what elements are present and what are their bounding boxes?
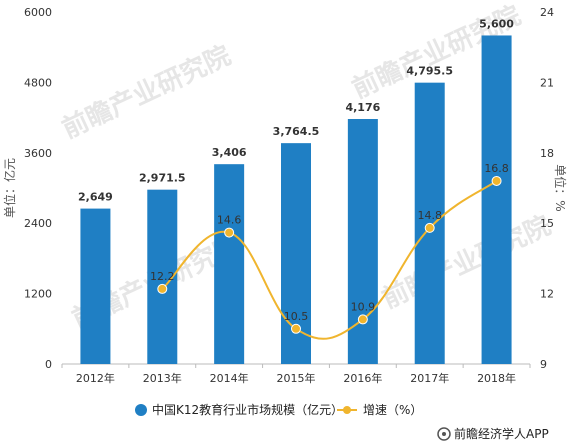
legend: 中国K12教育行业市场规模（亿元） 增速（%） xyxy=(135,402,422,417)
bar-value-label: 5,600 xyxy=(479,17,514,30)
growth-point xyxy=(291,323,301,334)
growth-value-label: 14.6 xyxy=(217,214,242,227)
bar-value-label: 3,406 xyxy=(212,146,247,159)
bar xyxy=(481,35,512,364)
growth-value-label: 14.8 xyxy=(417,209,442,222)
bar-value-label: 3,764.5 xyxy=(273,125,320,138)
bar-value-label: 4,795.5 xyxy=(406,65,453,78)
bar-series xyxy=(80,35,512,365)
x-tick-label: 2014年 xyxy=(210,371,249,385)
growth-value-label: 10.9 xyxy=(351,300,376,313)
x-tick-label: 2018年 xyxy=(477,371,516,385)
growth-line xyxy=(161,180,498,340)
y-right-tick-label: 21 xyxy=(540,76,554,89)
data-labels: 2,649 2,971.5 3,406 3,764.5 4,176 4,795.5 5,60… xyxy=(78,17,514,322)
growth-value-label: 10.5 xyxy=(284,310,309,323)
legend-line-dot xyxy=(343,406,351,414)
growth-point xyxy=(157,283,168,294)
legend-bar-marker xyxy=(135,404,147,416)
y-axis-right-title: 单位：% xyxy=(553,164,568,211)
source-logo-icon xyxy=(437,427,451,441)
growth-point xyxy=(491,175,502,186)
y-right-tick-label: 12 xyxy=(540,288,554,301)
x-tick-label: 2013年 xyxy=(143,371,182,385)
y-right-tick-label: 24 xyxy=(540,6,554,19)
legend-line-label: 增速（%） xyxy=(363,403,422,417)
bar-value-label: 2,971.5 xyxy=(139,172,186,185)
y-right-tick-label: 18 xyxy=(540,147,554,160)
x-tick-label: 2015年 xyxy=(277,371,316,385)
legend-bar-label: 中国K12教育行业市场规模（亿元） xyxy=(152,402,343,417)
y-left-tick-label: 0 xyxy=(45,358,52,371)
growth-point xyxy=(357,314,368,325)
y-right-tick-label: 9 xyxy=(540,358,547,371)
y-left-tick-label: 1200 xyxy=(24,288,52,301)
watermark-text: 前瞻产业研究院 xyxy=(57,40,235,145)
y-left-tick-label: 2400 xyxy=(24,217,52,230)
y-axis-left-title: 单位：亿元 xyxy=(2,158,17,218)
x-tick-label: 2012年 xyxy=(76,371,115,385)
growth-point xyxy=(224,227,235,238)
bar-value-label: 4,176 xyxy=(345,101,380,114)
source-text: 前瞻经济学人APP xyxy=(454,426,549,441)
source-logo-dot xyxy=(442,432,446,436)
bar-value-label: 2,649 xyxy=(78,191,113,204)
bar xyxy=(214,164,245,364)
x-tick-label: 2016年 xyxy=(343,371,382,385)
y-left-tick-label: 3600 xyxy=(24,147,52,160)
y-left-tick-label: 6000 xyxy=(24,6,52,19)
growth-value-label: 16.8 xyxy=(484,162,509,175)
bar xyxy=(80,208,111,364)
growth-point xyxy=(424,222,435,233)
x-tick-label: 2017年 xyxy=(410,371,449,385)
y-left-tick-label: 4800 xyxy=(24,76,52,89)
y-right-tick-label: 15 xyxy=(540,217,554,230)
growth-line-series xyxy=(157,175,502,340)
source-credit: 前瞻经济学人APP xyxy=(437,426,549,441)
growth-value-label: 12.2 xyxy=(150,270,175,283)
